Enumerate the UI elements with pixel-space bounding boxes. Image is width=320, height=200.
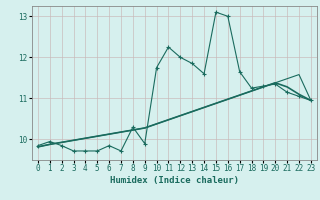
X-axis label: Humidex (Indice chaleur): Humidex (Indice chaleur) xyxy=(110,176,239,185)
